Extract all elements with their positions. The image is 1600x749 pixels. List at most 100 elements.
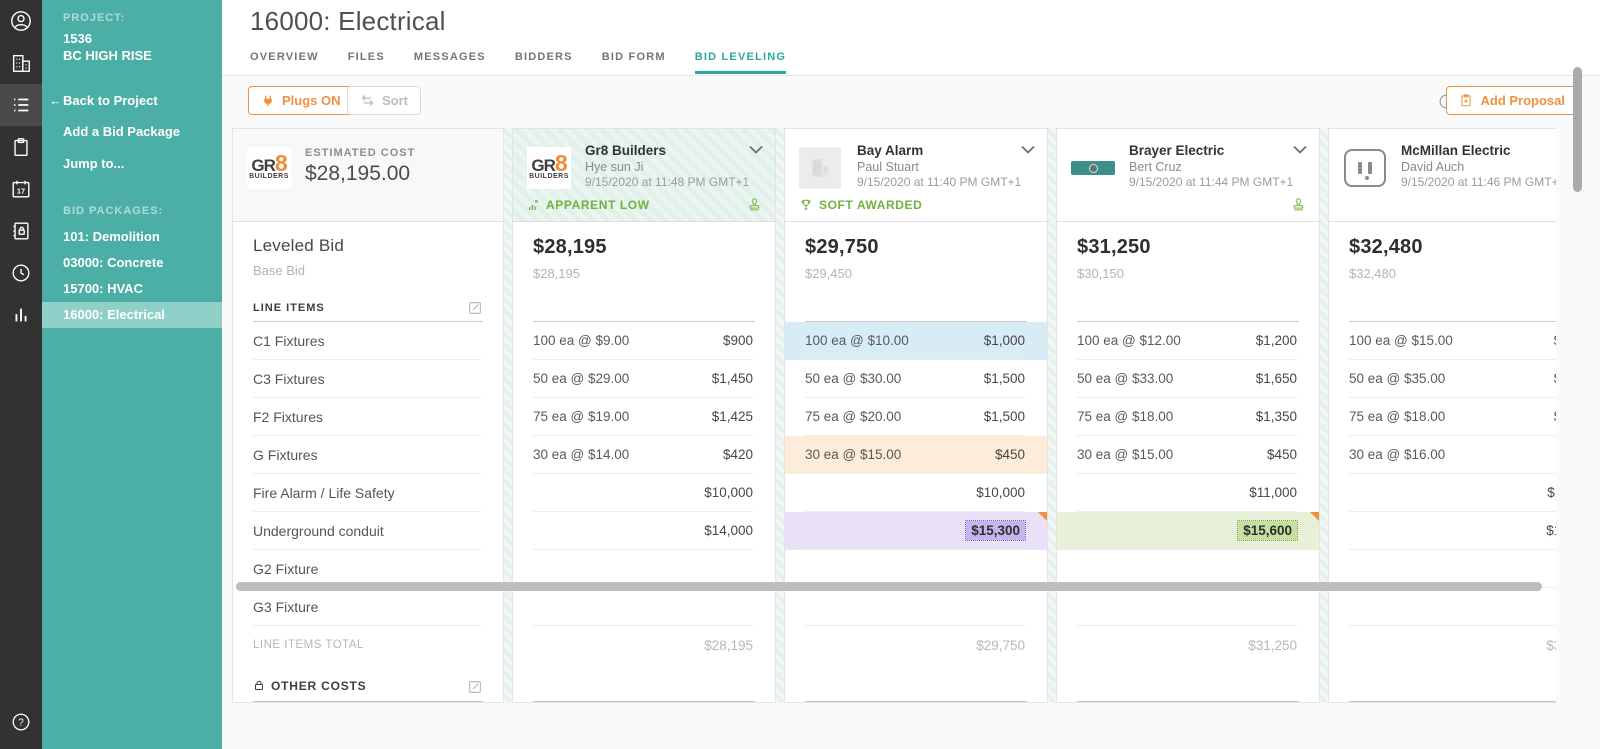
tab[interactable]: BID FORM — [601, 51, 666, 63]
bid-package-item[interactable]: 16000: Electrical — [42, 302, 222, 328]
line-item-row[interactable]: Underground conduit — [233, 512, 503, 550]
chevron-down-icon[interactable] — [1293, 145, 1307, 154]
line-item-label: Underground conduit — [253, 522, 384, 539]
bid-package-item[interactable]: 03000: Concrete — [63, 255, 164, 270]
bid-package-item[interactable]: 15700: HVAC — [63, 281, 143, 296]
bid-cell[interactable]: 100 ea @ $9.00 $900 — [513, 322, 775, 360]
horizontal-scrollbar[interactable] — [236, 582, 1542, 591]
add-bid-package-link[interactable]: Add a Bid Package — [63, 124, 181, 139]
rail-item-directory[interactable] — [0, 210, 42, 252]
cell-amount: $1,000 — [983, 333, 1025, 349]
bid-cell[interactable]: 75 ea @ $20.00 $1,500 — [785, 398, 1047, 436]
bid-cell[interactable]: 100 ea @ $15.00 $1,500 — [1329, 322, 1556, 360]
tab[interactable]: BID LEVELING — [694, 51, 787, 74]
tab[interactable]: BIDDERS — [514, 51, 573, 63]
tab[interactable]: OVERVIEW — [250, 51, 319, 63]
bid-cell[interactable]: $15,300 — [785, 511, 1047, 550]
bid-total: $29,750 — [805, 236, 879, 259]
rail-item-company[interactable] — [0, 42, 42, 84]
bid-cell[interactable]: 30 ea @ $16.00 $480 — [1329, 436, 1556, 474]
edit-line-items-icon[interactable] — [467, 300, 483, 316]
back-to-project-link[interactable]: ← Back to Project — [49, 93, 158, 108]
bid-cell[interactable]: 75 ea @ $18.00 $1,350 — [1329, 398, 1556, 436]
bid-cell[interactable]: $15,600 — [1057, 511, 1319, 550]
bidder-column-gr8-builders: GR8 BUILDERS Gr8 Builders Hye sun Ji 9/1… — [512, 128, 776, 703]
chevron-down-icon[interactable] — [749, 145, 763, 154]
bid-cell[interactable]: 75 ea @ $19.00 $1,425 — [513, 398, 775, 436]
cell-qty: 50 ea @ $35.00 — [1349, 371, 1446, 387]
tab[interactable]: FILES — [347, 51, 385, 63]
line-items-total-value: $29,750 — [976, 637, 1025, 653]
rail-item-help[interactable]: ? — [0, 701, 42, 743]
cell-qty: 100 ea @ $9.00 — [533, 333, 630, 349]
bid-cell[interactable]: 50 ea @ $35.00 $1,750 — [1329, 360, 1556, 398]
line-item-row[interactable]: Fire Alarm / Life Safety — [233, 474, 503, 512]
line-item-row[interactable]: G3 Fixture — [233, 588, 503, 626]
tab[interactable]: MESSAGES — [413, 51, 486, 63]
line-item-row[interactable]: C1 Fixtures — [233, 322, 503, 360]
bidder-contact: Bert Cruz — [1129, 160, 1182, 174]
tabs-divider — [222, 75, 1600, 76]
bid-cell[interactable]: 30 ea @ $15.00 $450 — [1057, 436, 1319, 474]
stamp-icon[interactable] — [746, 196, 763, 213]
add-proposal-button[interactable]: Add Proposal — [1446, 86, 1578, 115]
rail-item-calendar[interactable]: 17 — [0, 168, 42, 210]
bid-cell[interactable]: 100 ea @ $12.00 $1,200 — [1057, 322, 1319, 360]
edit-other-costs-icon[interactable] — [467, 679, 483, 695]
bid-cell[interactable]: $10,000 — [513, 474, 775, 512]
bid-package-item[interactable]: 101: Demolition — [63, 229, 160, 244]
rail-item-bid-board[interactable] — [0, 84, 42, 126]
bid-cell[interactable] — [513, 588, 775, 626]
sort-button[interactable]: Sort — [347, 86, 421, 115]
rail-item-history[interactable] — [0, 252, 42, 294]
rail-item-tasks[interactable] — [0, 126, 42, 168]
bid-cell[interactable]: 30 ea @ $15.00 $450 — [785, 435, 1047, 474]
bidder-header[interactable]: GR8 BUILDERS Gr8 Builders Hye sun Ji 9/1… — [513, 129, 775, 223]
svg-text:17: 17 — [17, 187, 25, 196]
cell-amount: $1,200 — [1255, 333, 1297, 349]
rail-item-analytics[interactable] — [0, 294, 42, 336]
cell-amount: $450 — [1266, 447, 1297, 463]
stamp-icon[interactable] — [1290, 196, 1307, 213]
bid-cell[interactable]: 50 ea @ $29.00 $1,450 — [513, 360, 775, 398]
clipboard-plus-icon — [1459, 93, 1473, 108]
chevron-down-icon[interactable] — [1021, 145, 1035, 154]
bar-chart-icon — [10, 304, 32, 326]
line-item-label: G3 Fixture — [253, 598, 319, 615]
bid-cell[interactable]: 100 ea @ $10.00 $1,000 — [785, 321, 1047, 360]
bid-total: $32,480 — [1349, 236, 1423, 259]
bid-cell[interactable]: $14,000 — [513, 512, 775, 550]
bid-cell[interactable] — [1329, 588, 1556, 626]
line-items-total-value: $31,250 — [1248, 637, 1297, 653]
plugs-toggle-button[interactable]: Plugs ON — [248, 86, 354, 115]
bidder-name: Brayer Electric — [1129, 143, 1225, 158]
bid-cell[interactable]: 50 ea @ $30.00 $1,500 — [785, 360, 1047, 398]
rail-item-account[interactable] — [0, 0, 42, 42]
vertical-scrollbar[interactable] — [1573, 67, 1582, 192]
bid-cell[interactable]: $15,900 — [1329, 512, 1556, 550]
jump-to-link[interactable]: Jump to... — [63, 156, 125, 171]
cell-qty: 100 ea @ $10.00 — [805, 333, 909, 349]
line-item-row[interactable]: G Fixtures — [233, 436, 503, 474]
cell-amount: $1,650 — [1255, 371, 1297, 387]
bid-cell[interactable] — [1057, 588, 1319, 626]
bidder-header[interactable]: Bay Alarm Paul Stuart 9/15/2020 at 11:40… — [785, 129, 1047, 223]
bid-cell[interactable]: 50 ea @ $33.00 $1,650 — [1057, 360, 1319, 398]
line-item-row[interactable]: F2 Fixtures — [233, 398, 503, 436]
bid-leveling-table: GR8 BUILDERS ESTIMATED COST $28,195.00 L… — [232, 128, 1556, 703]
bidder-header[interactable]: Brayer Electric Bert Cruz 9/15/2020 at 1… — [1057, 129, 1319, 223]
bidder-header[interactable]: McMillan Electric David Auch 9/15/2020 a… — [1329, 129, 1556, 223]
cell-amount: $11,000 — [1249, 485, 1297, 501]
line-item-row[interactable]: C3 Fixtures — [233, 360, 503, 398]
cell-amount: $1,500 — [983, 409, 1025, 425]
cell-qty: 100 ea @ $12.00 — [1077, 333, 1181, 349]
bid-cell[interactable]: 75 ea @ $18.00 $1,350 — [1057, 398, 1319, 436]
bid-cell[interactable]: $11,000 — [1329, 474, 1556, 512]
bid-cell[interactable] — [785, 588, 1047, 626]
bid-cell[interactable]: 30 ea @ $14.00 $420 — [513, 436, 775, 474]
project-number: 1536 — [63, 31, 92, 46]
bid-cell[interactable]: $11,000 — [1057, 474, 1319, 512]
cell-amount: $10,000 — [976, 485, 1025, 501]
calendar-icon: 17 — [10, 178, 32, 200]
bid-cell[interactable]: $10,000 — [785, 474, 1047, 512]
